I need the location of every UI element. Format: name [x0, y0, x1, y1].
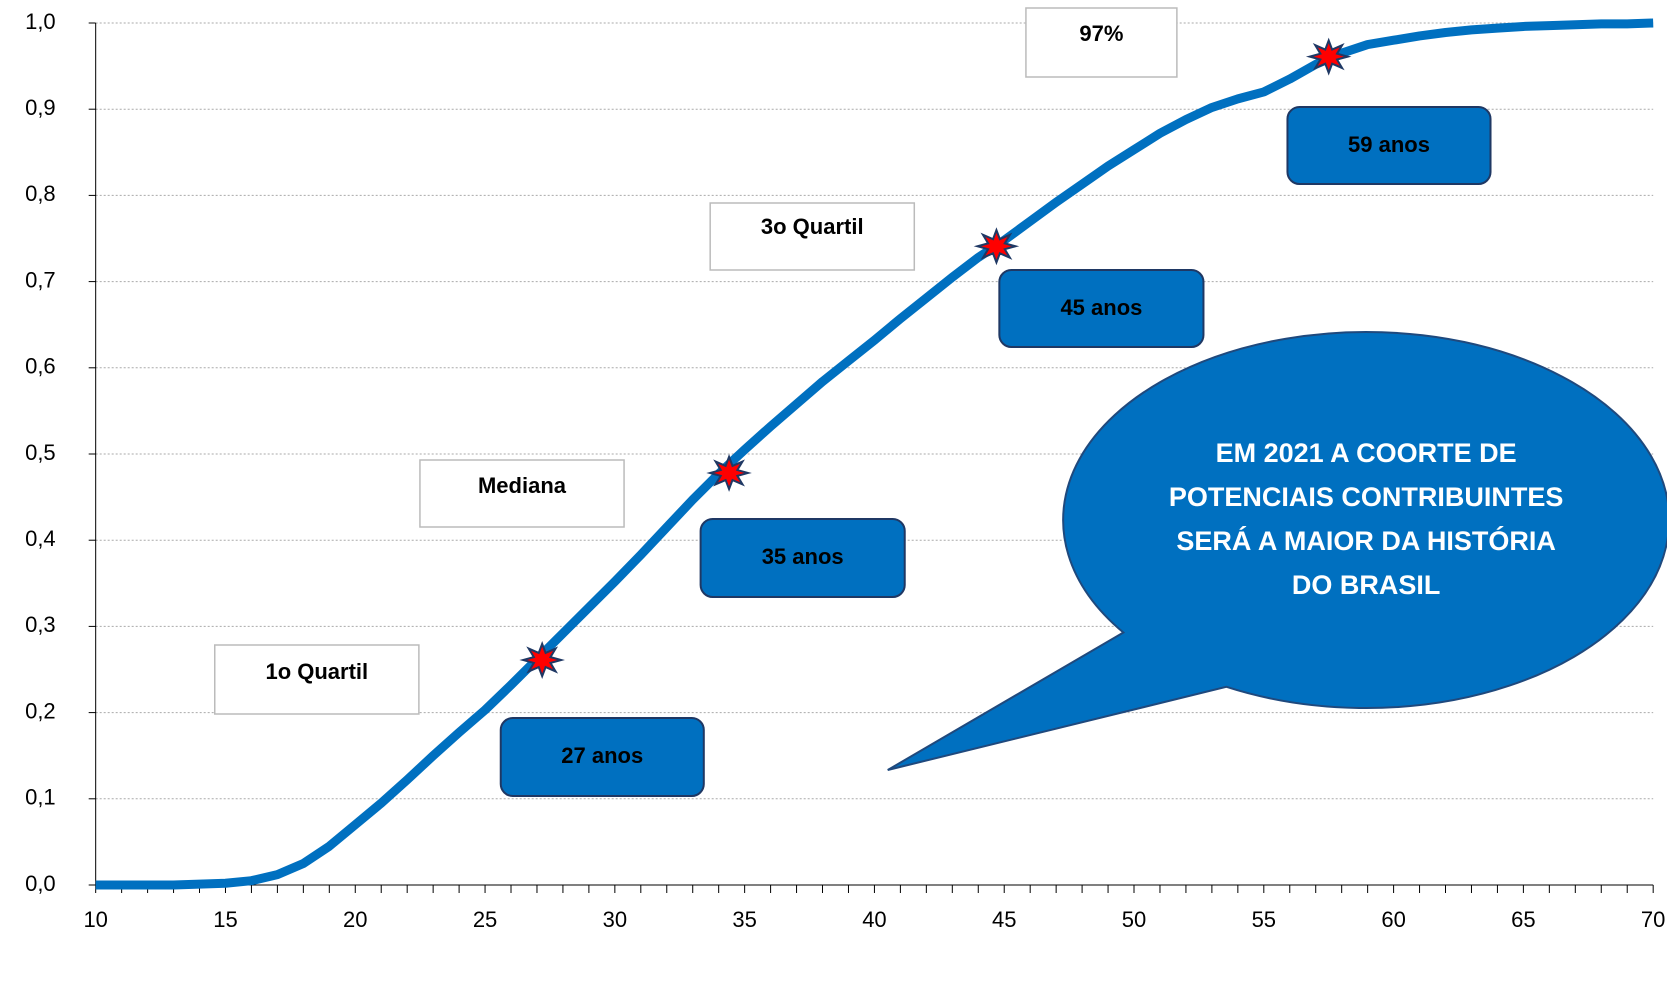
label-box [1286, 106, 1492, 185]
star-marker [706, 453, 752, 492]
annotation-text: 59 anos [1348, 132, 1430, 157]
callout-text: DO BRASIL [1292, 570, 1441, 600]
y-tick-label: 0,4 [25, 526, 56, 551]
annotation-box [1025, 7, 1178, 78]
y-tick-label: 0,9 [25, 95, 56, 120]
callout-text: SERÁ A MAIOR DA HISTÓRIA [1176, 525, 1556, 556]
y-tick-label: 0,8 [25, 181, 56, 206]
x-tick-label: 55 [1252, 907, 1276, 932]
annotation-text: 27 anos [561, 743, 643, 768]
annotation-text: 45 anos [1060, 295, 1142, 320]
annotation-text: 1o Quartil [265, 659, 368, 684]
annotation-text: 97% [1079, 21, 1123, 46]
star-marker [973, 227, 1020, 266]
annotation-box [709, 202, 916, 271]
callout-text: POTENCIAIS CONTRIBUINTES [1169, 482, 1564, 512]
x-tick-label: 65 [1511, 907, 1535, 932]
star-marker [519, 641, 565, 679]
x-tick-label: 60 [1381, 907, 1405, 932]
data-line [95, 18, 1654, 890]
y-tick-label: 0,3 [25, 612, 56, 637]
annotation-box [214, 644, 420, 715]
annotation-text: 3o Quartil [761, 214, 864, 239]
label-box [499, 717, 705, 797]
label-box [699, 518, 906, 598]
annotation-box [419, 459, 625, 528]
x-tick-label: 30 [603, 907, 627, 932]
y-tick-label: 0,2 [25, 698, 56, 723]
callout-text: EM 2021 A COORTE DE [1216, 438, 1517, 468]
y-tick-label: 0,7 [25, 267, 56, 292]
speech-bubble [887, 331, 1667, 771]
x-tick-label: 35 [732, 907, 756, 932]
y-tick-label: 0,0 [25, 871, 56, 896]
y-tick-label: 0,6 [25, 354, 56, 379]
y-tick-label: 1,0 [25, 9, 56, 34]
x-tick-label: 15 [213, 907, 237, 932]
star-marker [1305, 37, 1352, 76]
y-tick-label: 0,5 [25, 440, 56, 465]
annotation-text: 35 anos [762, 544, 844, 569]
x-tick-label: 45 [992, 907, 1016, 932]
label-box [998, 269, 1205, 348]
x-tick-label: 10 [83, 907, 107, 932]
x-tick-label: 50 [1122, 907, 1146, 932]
annotation-text: Mediana [478, 473, 567, 498]
x-tick-label: 70 [1641, 907, 1665, 932]
x-tick-label: 25 [473, 907, 497, 932]
x-tick-label: 20 [343, 907, 367, 932]
y-tick-label: 0,1 [25, 785, 56, 810]
x-tick-label: 40 [862, 907, 886, 932]
